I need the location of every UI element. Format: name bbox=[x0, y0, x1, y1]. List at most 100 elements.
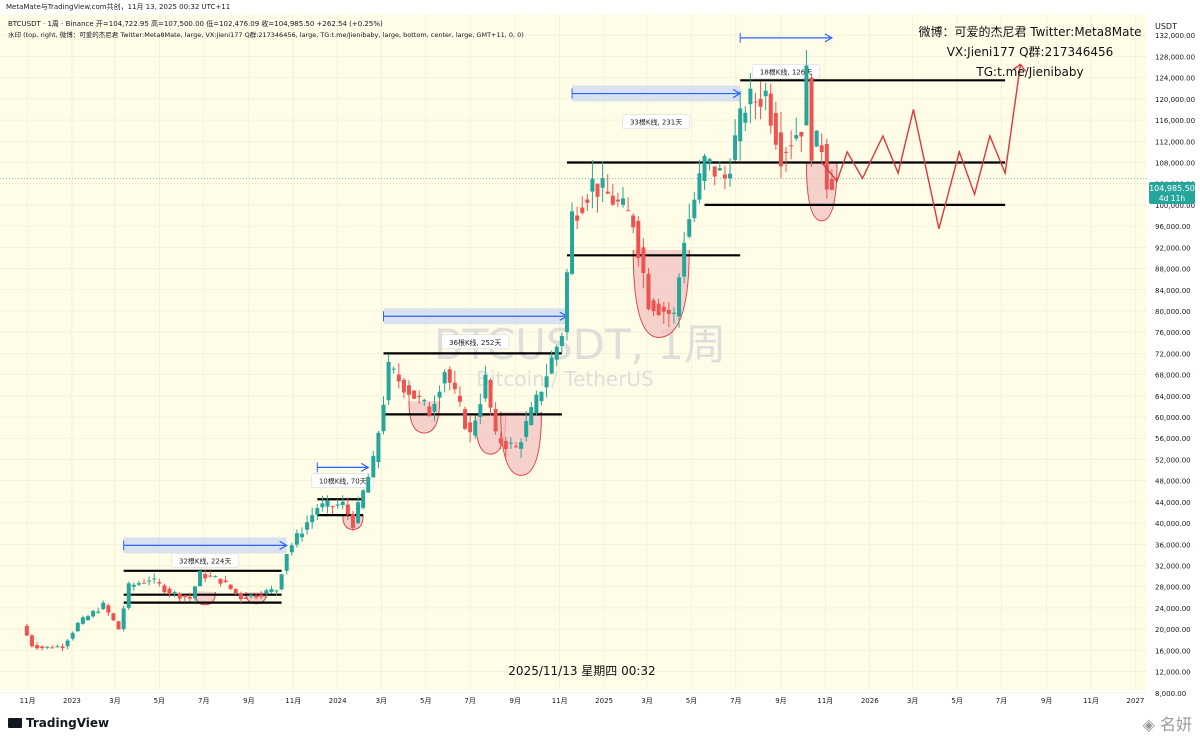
candle-body bbox=[70, 632, 75, 639]
candle-body bbox=[789, 145, 794, 147]
candle-body bbox=[778, 132, 783, 167]
candle-body bbox=[753, 101, 758, 103]
candle-body bbox=[325, 500, 330, 507]
price-tick-label: 28,000.00 bbox=[1155, 584, 1191, 592]
candle-body bbox=[697, 173, 702, 200]
time-tick-label: 9月 bbox=[243, 697, 254, 705]
candle-body bbox=[447, 369, 452, 383]
chart-area[interactable]: BTCUSDT, 1周 Bitcoin / TetherUS 32根K线, 22… bbox=[0, 14, 1200, 714]
candle-body bbox=[473, 420, 478, 436]
time-tick-label: 11月 bbox=[20, 697, 36, 705]
price-tick-label: 132,000.00 bbox=[1155, 32, 1195, 40]
candle-body bbox=[748, 88, 753, 105]
footer-bar: TradingView ◈ 名妍 bbox=[0, 708, 1200, 741]
author-watermark-line3: TG:t.me/Jienibaby bbox=[975, 65, 1083, 79]
candle-body bbox=[315, 508, 320, 515]
candle-body bbox=[590, 178, 595, 192]
watermark-settings-line: 水印 (top, right, 微博：可爱的杰尼君 Twitter:Meta8M… bbox=[8, 30, 524, 39]
price-tick-label: 32,000.00 bbox=[1155, 563, 1191, 571]
last-price-tag-bg bbox=[1149, 182, 1195, 204]
price-tick-label: 100,000.00 bbox=[1155, 202, 1195, 210]
tradingview-logo[interactable]: TradingView bbox=[8, 716, 109, 730]
candle-body bbox=[391, 368, 396, 370]
price-tick-label: 84,000.00 bbox=[1155, 287, 1191, 295]
horizontal-levels bbox=[123, 79, 1006, 604]
author-watermark-line2: VX:Jieni177 Q群:217346456 bbox=[947, 45, 1114, 59]
price-tick-label: 108,000.00 bbox=[1155, 159, 1195, 167]
candle-body bbox=[294, 533, 299, 545]
projection-line bbox=[821, 64, 1022, 229]
symbol-watermark-sub: Bitcoin / TetherUS bbox=[476, 367, 654, 391]
candle-body bbox=[692, 199, 697, 219]
candle-body bbox=[519, 442, 524, 449]
candle-body bbox=[335, 504, 340, 506]
last-price-tag: 104,985.50 4d 11h bbox=[1149, 182, 1195, 204]
candle-body bbox=[264, 590, 269, 594]
candle-body bbox=[570, 211, 575, 274]
candle-body bbox=[75, 622, 80, 632]
range-label-box bbox=[441, 334, 510, 350]
candle-body bbox=[228, 584, 233, 589]
range-label: 36根K线, 252天 bbox=[449, 338, 501, 347]
tradingview-brand: TradingView bbox=[26, 716, 110, 730]
range-label-box bbox=[171, 552, 240, 568]
candle-body bbox=[65, 640, 70, 647]
candle-body bbox=[549, 357, 554, 374]
time-tick-label: 3月 bbox=[109, 697, 120, 705]
candle-body bbox=[620, 198, 625, 205]
candle-body bbox=[35, 645, 40, 649]
candle-body bbox=[269, 589, 274, 593]
range-arrow-head bbox=[824, 33, 834, 43]
range-label-box bbox=[622, 114, 691, 130]
candle-body bbox=[279, 574, 284, 590]
candle-body bbox=[508, 442, 513, 444]
candle-body bbox=[498, 438, 503, 444]
time-tick-label: 3月 bbox=[907, 697, 918, 705]
candle-body bbox=[243, 597, 248, 599]
candle-body bbox=[794, 135, 799, 139]
candle-body bbox=[631, 215, 636, 228]
time-tick-label: 9月 bbox=[510, 697, 521, 705]
price-tick-label: 24,000.00 bbox=[1155, 605, 1191, 613]
author-watermark: 微博：可爱的杰尼君 Twitter:Meta8Mate VX:Jieni177 … bbox=[918, 24, 1141, 79]
range-label-box bbox=[311, 473, 375, 489]
candle-body bbox=[192, 586, 197, 599]
candle-body bbox=[559, 336, 564, 346]
price-tick-label: 112,000.00 bbox=[1155, 138, 1195, 146]
candle-body bbox=[799, 131, 804, 137]
candle-body bbox=[172, 591, 177, 593]
candle-body bbox=[417, 395, 422, 398]
price-axis-panel bbox=[1147, 14, 1200, 714]
candle-body bbox=[356, 502, 361, 524]
candle-body bbox=[223, 580, 228, 583]
candle-body bbox=[24, 625, 29, 636]
grid bbox=[0, 14, 1147, 694]
range-label-box bbox=[752, 64, 820, 79]
price-chart[interactable]: BTCUSDT, 1周 Bitcoin / TetherUS 32根K线, 22… bbox=[0, 14, 1200, 714]
timestamp-watermark: 2025/11/13 星期四 00:32 bbox=[508, 664, 655, 678]
range-label: 33根K线, 231天 bbox=[630, 118, 682, 127]
candle-body bbox=[687, 219, 692, 237]
candle-body bbox=[96, 611, 101, 613]
candle-body bbox=[580, 207, 585, 213]
author-watermark-line1: 微博：可爱的杰尼君 Twitter:Meta8Mate bbox=[918, 24, 1141, 39]
price-tick-label: 116,000.00 bbox=[1155, 117, 1195, 125]
projection-path bbox=[821, 63, 1027, 229]
candle-body bbox=[478, 404, 483, 418]
price-tick-label: 44,000.00 bbox=[1155, 499, 1191, 507]
candle-body bbox=[406, 385, 411, 395]
price-tick-label: 128,000.00 bbox=[1155, 53, 1195, 61]
candle-body bbox=[768, 93, 773, 126]
candle-body bbox=[432, 403, 437, 412]
candle-body bbox=[381, 404, 386, 432]
candles bbox=[24, 50, 834, 652]
candle-body bbox=[111, 613, 116, 621]
price-tick-label: 52,000.00 bbox=[1155, 456, 1191, 464]
time-tick-label: 11月 bbox=[552, 697, 568, 705]
candle-body bbox=[147, 580, 152, 582]
candle-body bbox=[80, 617, 85, 624]
candle-body bbox=[203, 574, 208, 579]
candle-body bbox=[442, 372, 447, 384]
range-label: 10根K线, 70天 bbox=[319, 477, 367, 486]
candle-body bbox=[738, 108, 743, 142]
